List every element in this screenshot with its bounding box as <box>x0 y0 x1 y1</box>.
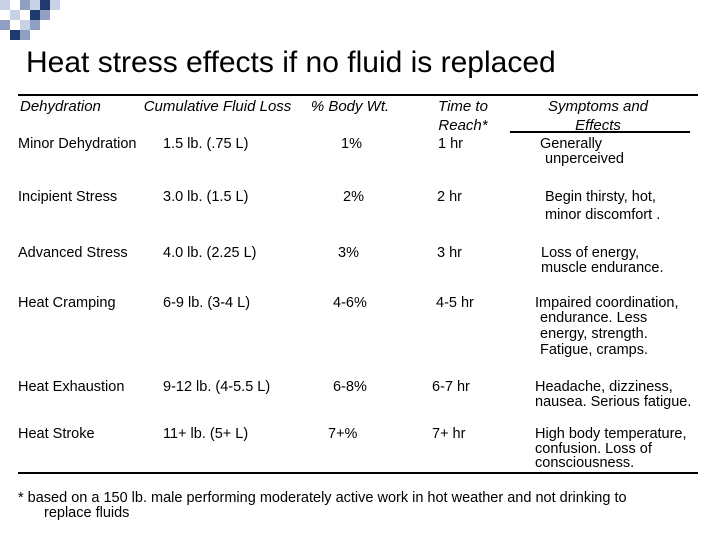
header-cumulative-fluid-loss: Cumulative Fluid Loss <box>143 98 292 115</box>
symptoms-line: confusion. Loss of <box>535 441 652 457</box>
fluid-loss: 4.0 lb. (2.25 L) <box>163 245 257 261</box>
symptoms-line: Impaired coordination, <box>535 295 679 311</box>
table-bottom-rule <box>18 472 698 474</box>
dehydration-level: Incipient Stress <box>18 189 118 205</box>
body-weight: 7+% <box>328 426 358 442</box>
symptoms-line: Generally <box>540 136 603 152</box>
time-to-reach: 4-5 hr <box>436 295 474 311</box>
fluid-loss: 6-9 lb. (3-4 L) <box>163 295 251 311</box>
time-to-reach: 1 hr <box>438 136 463 152</box>
symptoms-line: Fatigue, cramps. <box>540 342 648 358</box>
symptoms-line: consciousness. <box>535 455 635 471</box>
symptoms-line: High body temperature, <box>535 426 687 442</box>
symptoms-line: unperceived <box>545 151 624 167</box>
header-symptoms-rule <box>510 131 690 133</box>
fluid-loss: 1.5 lb. (.75 L) <box>163 136 249 152</box>
dehydration-level: Advanced Stress <box>18 245 128 261</box>
symptoms-line: muscle endurance. <box>541 260 664 276</box>
corner-decoration <box>0 0 90 40</box>
dehydration-level: Heat Exhaustion <box>18 379 125 395</box>
time-to-reach: 3 hr <box>437 245 462 261</box>
fluid-loss: 9-12 lb. (4-5.5 L) <box>163 379 271 395</box>
symptoms-line: nausea. Serious fatigue. <box>535 394 692 410</box>
time-to-reach: 2 hr <box>437 189 462 205</box>
header-top-rule <box>18 94 698 96</box>
dehydration-level: Minor Dehydration <box>18 136 137 152</box>
symptoms-line: minor discomfort . <box>545 207 661 223</box>
time-to-reach: 7+ hr <box>432 426 466 442</box>
body-weight: 3% <box>338 245 359 261</box>
dehydration-level: Heat Cramping <box>18 295 116 311</box>
time-to-reach: 6-7 hr <box>432 379 470 395</box>
header-dehydration: Dehydration <box>20 98 101 115</box>
footnote: * based on a 150 lb. male performing mod… <box>18 491 708 521</box>
header-time-to-reach: Time to Reach* <box>438 98 488 134</box>
symptoms-line: Begin thirsty, hot, <box>545 189 656 205</box>
header-symptoms: Symptoms and Effects <box>547 98 649 134</box>
symptoms-line: Loss of energy, <box>541 245 640 261</box>
body-weight: 4-6% <box>333 295 367 311</box>
symptoms-line: Headache, dizziness, <box>535 379 673 395</box>
fluid-loss: 11+ lb. (5+ L) <box>163 426 249 442</box>
footnote-line: replace fluids <box>44 505 130 521</box>
symptoms-line: endurance. Less <box>540 310 648 326</box>
dehydration-level: Heat Stroke <box>18 426 95 442</box>
page-title: Heat stress effects if no fluid is repla… <box>26 46 556 79</box>
body-weight: 6-8% <box>333 379 367 395</box>
body-weight: 2% <box>343 189 364 205</box>
fluid-loss: 3.0 lb. (1.5 L) <box>163 189 249 205</box>
footnote-line: * based on a 150 lb. male performing mod… <box>18 490 627 506</box>
symptoms-line: energy, strength. <box>540 326 648 342</box>
header-body-weight: % Body Wt. <box>310 98 390 115</box>
body-weight: 1% <box>341 136 362 152</box>
